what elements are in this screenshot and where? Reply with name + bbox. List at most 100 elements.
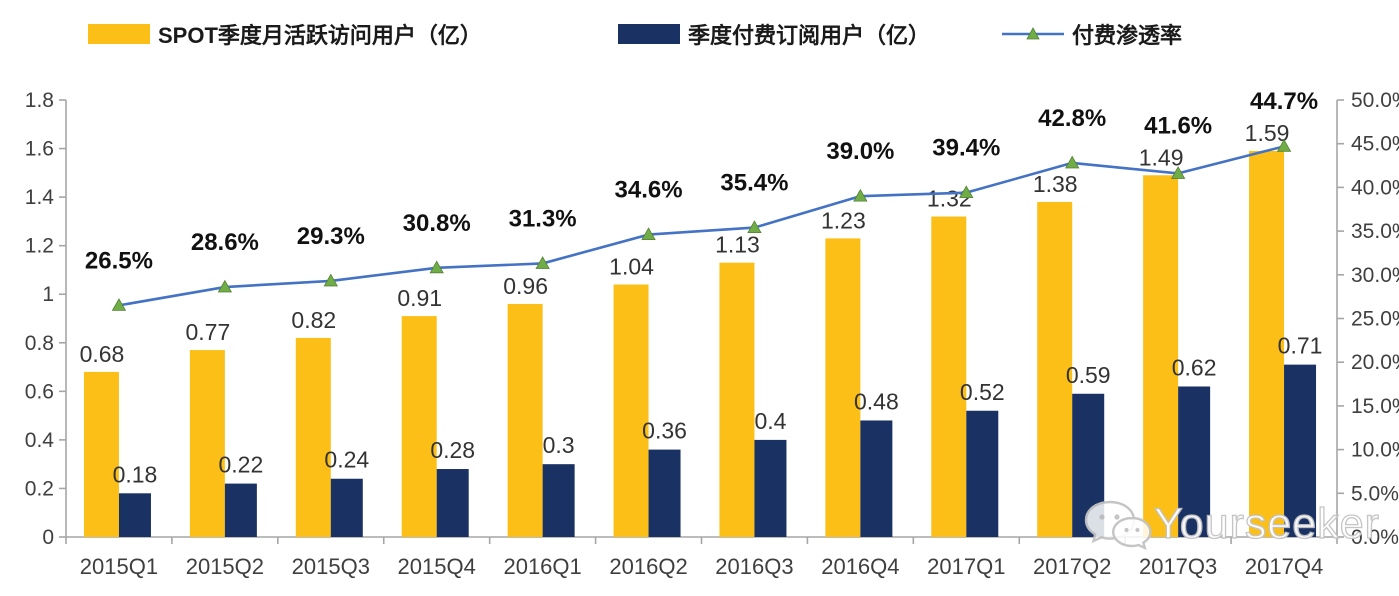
right-axis-tick-label: 20.0%	[1351, 351, 1399, 374]
navy-bar-swatch	[618, 24, 680, 44]
subscriber-bar	[860, 420, 893, 537]
mau-bar	[825, 238, 861, 537]
mau-bar	[931, 216, 967, 538]
right-axis-tick-label: 0.0%	[1351, 526, 1399, 549]
penetration-marker	[853, 188, 868, 202]
subscriber-bar	[118, 493, 151, 537]
legend-triangle-marker	[1026, 27, 1040, 40]
mau-value-label: 1.38	[1033, 171, 1078, 197]
subscriber-value-label: 0.71	[1278, 333, 1323, 359]
subscriber-bar	[436, 469, 469, 537]
x-axis-category-label: 2016Q3	[715, 554, 793, 579]
left-axis-tick-label: 0.4	[25, 429, 55, 452]
x-axis-category-label: 2017Q2	[1033, 554, 1111, 579]
x-axis-category-label: 2015Q4	[398, 554, 476, 579]
subscriber-bar	[1072, 393, 1105, 537]
subscriber-value-label: 0.52	[960, 379, 1005, 405]
penetration-line	[118, 145, 1285, 307]
right-axis-tick-label: 5.0%	[1351, 482, 1399, 505]
mau-value-label: 1.49	[1139, 144, 1184, 170]
subscriber-bar	[1284, 364, 1317, 537]
penetration-pct-label: 34.6%	[615, 177, 683, 204]
mau-value-label: 1.23	[821, 207, 866, 233]
line-marker-swatch	[1002, 27, 1064, 40]
penetration-pct-label: 26.5%	[85, 247, 153, 274]
legend-label-subscribers: 季度付费订阅用户（亿）	[688, 23, 931, 48]
legend-label-penetration: 付费渗透率	[1072, 23, 1183, 48]
penetration-marker	[111, 298, 127, 311]
right-axis-tick-label: 10.0%	[1351, 439, 1399, 462]
mau-bar	[1037, 201, 1073, 537]
subscriber-bar	[966, 410, 999, 537]
mau-bar	[1143, 175, 1179, 537]
x-axis-category-label: 2015Q3	[292, 554, 370, 579]
yellow-bar-swatch	[88, 24, 150, 44]
penetration-pct-label: 39.4%	[932, 135, 1000, 162]
subscriber-bar	[648, 449, 681, 537]
left-axis-tick-label: 1.2	[25, 235, 54, 258]
subscriber-bar	[754, 439, 787, 537]
right-axis-tick-label: 25.0%	[1351, 308, 1399, 331]
penetration-pct-label: 28.6%	[191, 229, 259, 256]
legend-item-subscribers: 季度付费订阅用户（亿）	[618, 18, 930, 50]
subscriber-value-label: 0.22	[218, 452, 263, 478]
mau-value-label: 0.91	[397, 285, 442, 311]
penetration-pct-label: 42.8%	[1038, 105, 1106, 132]
penetration-marker	[1170, 166, 1186, 179]
left-axis-tick-label: 1.8	[25, 89, 54, 112]
left-axis-tick-label: 1.6	[25, 138, 54, 161]
x-axis-category-label: 2016Q4	[821, 554, 899, 579]
left-axis-tick-label: 0.2	[25, 477, 54, 500]
chart-legend: SPOT季度月活跃访问用户（亿） 季度付费订阅用户（亿） 付费渗透率	[0, 0, 1399, 60]
right-axis-tick-label: 50.0%	[1351, 89, 1399, 112]
mau-value-label: 0.77	[185, 319, 230, 345]
mau-value-label: 0.82	[291, 307, 336, 333]
legend-item-penetration: 付费渗透率	[1002, 18, 1182, 50]
right-axis-tick-label: 15.0%	[1351, 395, 1399, 418]
left-axis-tick-label: 1.4	[25, 186, 55, 209]
mau-bar	[719, 262, 755, 537]
right-axis-tick-label: 30.0%	[1351, 264, 1399, 287]
subscriber-value-label: 0.36	[642, 418, 687, 444]
right-axis-tick-label: 40.0%	[1351, 176, 1399, 199]
penetration-marker	[747, 220, 762, 234]
legend-label-mau: SPOT季度月活跃访问用户（亿）	[158, 23, 482, 48]
mau-value-label: 0.96	[503, 273, 548, 299]
subscriber-value-label: 0.24	[324, 447, 369, 473]
penetration-marker	[535, 256, 550, 269]
subscriber-bar	[224, 483, 257, 537]
mau-bar	[613, 284, 649, 537]
penetration-marker	[641, 227, 656, 240]
x-axis-category-label: 2017Q4	[1245, 554, 1323, 579]
subscriber-value-label: 0.62	[1172, 354, 1217, 380]
penetration-marker	[323, 273, 338, 287]
subscriber-value-label: 0.4	[754, 408, 786, 434]
penetration-pct-label: 29.3%	[297, 223, 365, 250]
subscriber-value-label: 0.18	[113, 461, 158, 487]
mau-bar	[189, 350, 225, 537]
left-axis-tick-label: 0.8	[25, 332, 54, 355]
subscriber-bar	[1178, 386, 1211, 537]
subscriber-value-label: 0.28	[430, 437, 475, 463]
right-axis-tick-label: 45.0%	[1351, 133, 1399, 156]
subscriber-bar	[330, 478, 363, 537]
mau-value-label: 1.04	[609, 254, 654, 280]
penetration-marker	[1276, 139, 1292, 152]
penetration-marker	[1065, 155, 1080, 169]
mau-bar	[83, 371, 119, 537]
penetration-pct-label: 30.8%	[403, 210, 471, 237]
right-axis-tick-label: 35.0%	[1351, 220, 1399, 243]
mau-value-label: 1.13	[715, 232, 760, 258]
mau-value-label: 1.59	[1245, 120, 1290, 146]
subscriber-value-label: 0.59	[1066, 362, 1111, 388]
subscriber-value-label: 0.48	[854, 388, 899, 414]
mau-bar	[295, 337, 331, 537]
x-axis-category-label: 2017Q1	[927, 554, 1005, 579]
left-axis-tick-label: 1	[42, 283, 54, 306]
left-axis-tick-label: 0.6	[25, 380, 54, 403]
penetration-pct-label: 31.3%	[509, 205, 577, 232]
subscriber-value-label: 0.3	[543, 432, 575, 458]
x-axis-category-label: 2015Q2	[186, 554, 264, 579]
left-axis-tick-label: 0	[42, 526, 54, 549]
